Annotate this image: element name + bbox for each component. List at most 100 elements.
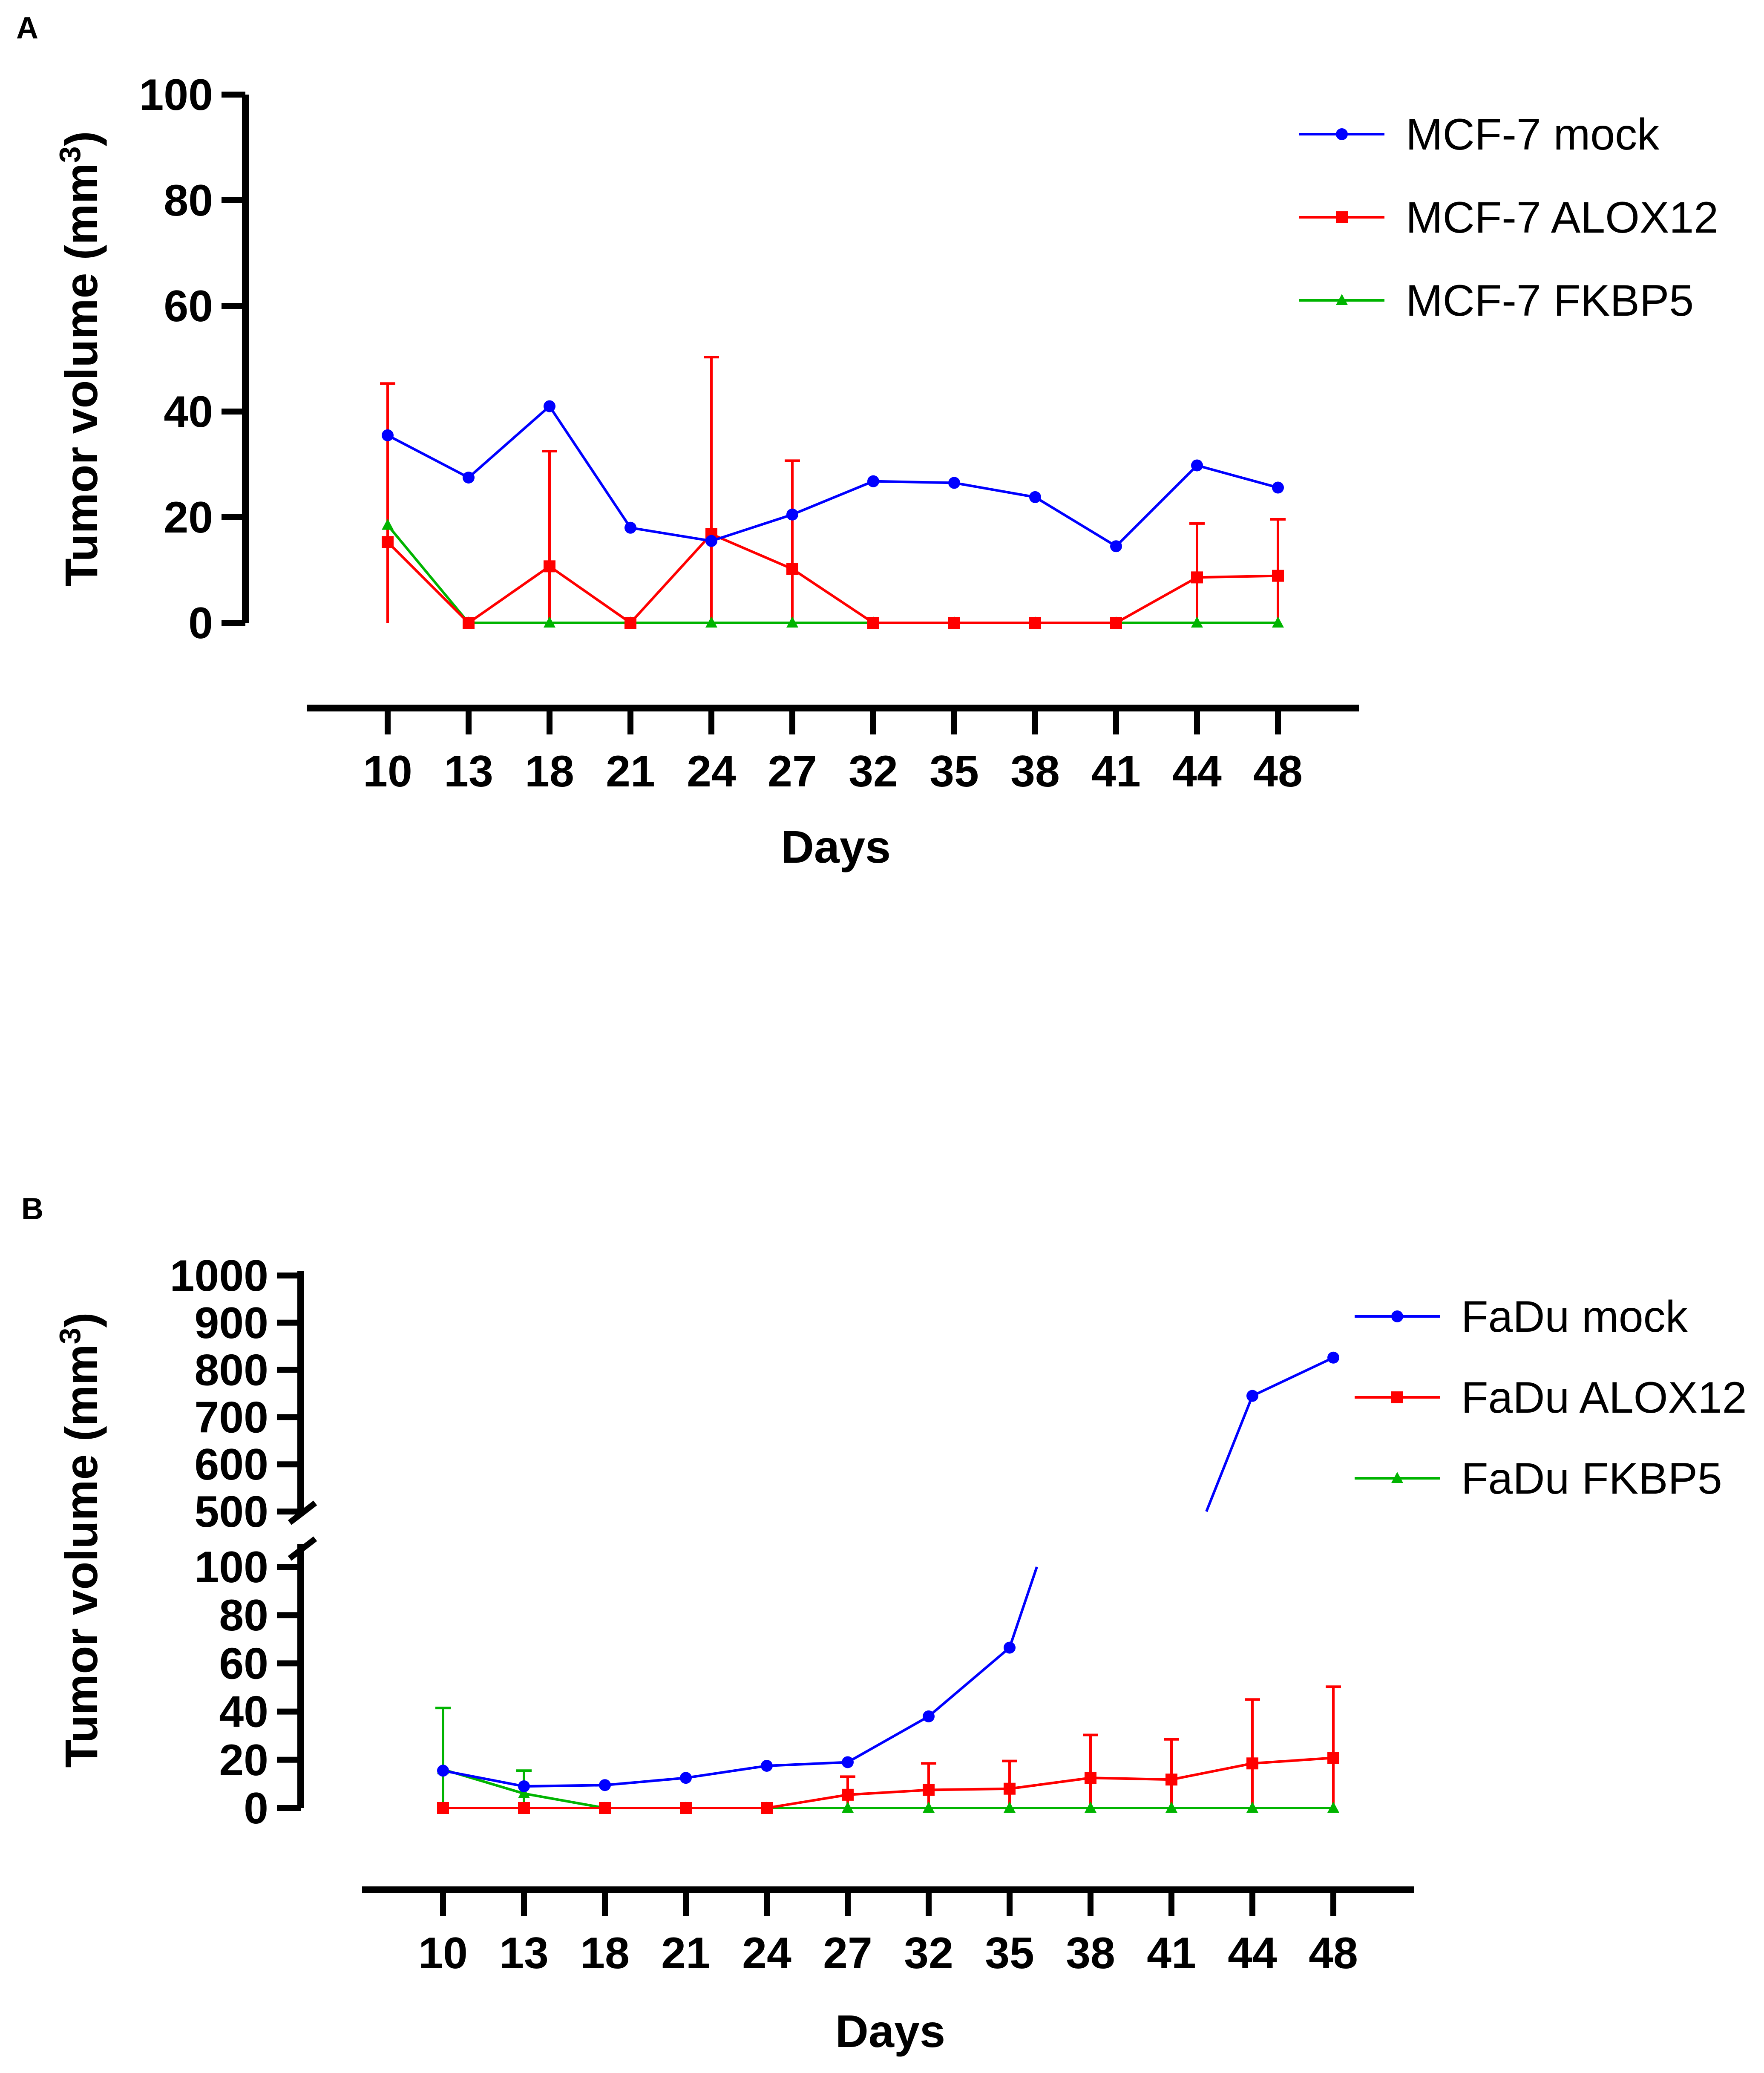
data-point — [1191, 571, 1203, 584]
axis-break-mark — [288, 1536, 317, 1561]
data-point — [786, 563, 798, 575]
data-point — [463, 617, 475, 629]
data-point — [1004, 1782, 1016, 1795]
data-point — [1165, 1802, 1177, 1813]
data-point — [518, 1787, 530, 1799]
x-tick-label: 13 — [444, 747, 493, 796]
data-point — [599, 1802, 611, 1814]
data-point — [948, 477, 960, 489]
data-point — [680, 1802, 692, 1814]
x-axis-title: Days — [835, 2005, 945, 2057]
x-tick-label: 38 — [1066, 1929, 1115, 1978]
y-tick-label: 500 — [194, 1487, 268, 1537]
data-point — [624, 521, 636, 534]
data-point — [842, 1756, 854, 1768]
legend-marker — [1336, 211, 1348, 223]
data-point — [463, 472, 475, 484]
data-point — [1272, 481, 1284, 494]
legend-label: FaDu mock — [1461, 1292, 1688, 1342]
y-tick-label: 60 — [219, 1639, 268, 1688]
legend-item-mcf-7-mock: MCF-7 mock — [1299, 110, 1660, 159]
x-tick-label: 18 — [525, 747, 574, 796]
x-tick-label: 41 — [1091, 747, 1141, 796]
data-point — [1246, 1802, 1258, 1813]
x-tick-label: 13 — [499, 1929, 549, 1978]
plot-area — [380, 356, 1286, 629]
x-tick-label: 32 — [849, 747, 898, 796]
data-point — [1004, 1641, 1016, 1654]
data-point — [842, 1788, 854, 1801]
data-point — [1272, 616, 1284, 628]
y-tick-label: 700 — [194, 1393, 268, 1442]
series-line — [386, 524, 1278, 624]
x-tick-label: 44 — [1172, 747, 1222, 796]
series-fadu-fkbp5 — [437, 1763, 1339, 1813]
data-point — [1029, 617, 1041, 629]
series-line-from-break — [1205, 1395, 1254, 1512]
data-point — [1327, 1752, 1339, 1764]
plot-area — [435, 1351, 1341, 1814]
x-axis-ticks: 10 13 18 21 24 27 32 35 38 41 44 48 — [418, 1890, 1358, 1978]
data-point — [1110, 540, 1122, 553]
y-tick-label: 100 — [194, 1543, 268, 1592]
x-tick-label: 27 — [823, 1929, 872, 1978]
data-point — [599, 1779, 611, 1791]
x-tick-label: 21 — [661, 1929, 711, 1978]
series-line — [443, 1756, 1334, 1809]
data-point — [518, 1802, 530, 1814]
x-axis-ticks: 10 13 18 21 24 27 32 35 38 41 44 48 — [363, 708, 1303, 796]
series-line — [386, 533, 1278, 625]
x-tick-label: 27 — [768, 747, 817, 796]
data-point — [1085, 1772, 1096, 1784]
data-point — [680, 1772, 692, 1784]
y-tick-label: 800 — [194, 1346, 268, 1395]
y-tick-label: 80 — [219, 1591, 268, 1640]
data-point — [1272, 570, 1284, 582]
data-point — [1191, 459, 1203, 472]
x-tick-label: 35 — [985, 1929, 1034, 1978]
x-tick-label: 10 — [418, 1929, 468, 1978]
data-point — [948, 617, 960, 629]
x-tick-label: 24 — [687, 747, 736, 796]
y-axis-title: Tumor volume (mm3) — [53, 1312, 107, 1768]
data-point — [867, 617, 879, 629]
data-point — [786, 616, 798, 628]
data-point — [786, 508, 798, 521]
y-tick-label: 100 — [139, 70, 213, 120]
legend-marker — [1391, 1310, 1403, 1322]
x-tick-label: 48 — [1253, 747, 1303, 796]
data-point — [1327, 1802, 1339, 1813]
y-tick-label: 40 — [164, 387, 213, 437]
legend-label: MCF-7 mock — [1406, 110, 1660, 159]
x-tick-label: 21 — [606, 747, 655, 796]
y-tick-label: 900 — [194, 1299, 268, 1348]
x-tick-label: 35 — [929, 747, 979, 796]
axis-break-mark — [288, 1500, 317, 1525]
data-point — [544, 616, 555, 628]
legend-marker — [1336, 128, 1348, 140]
data-point — [544, 400, 555, 412]
series-mcf-7-mock — [382, 400, 1284, 553]
legend-label: MCF-7 ALOX12 — [1406, 193, 1718, 242]
series-mcf-7-fkbp5 — [382, 518, 1284, 628]
data-point — [382, 536, 394, 548]
series-line — [443, 1768, 1333, 1809]
data-point — [437, 1765, 449, 1777]
legend-marker — [1391, 1391, 1403, 1403]
data-point — [437, 1802, 449, 1814]
data-point — [923, 1784, 935, 1796]
data-point — [761, 1759, 773, 1772]
y-axis-ticks: 0 20 40 60 80 100 — [139, 70, 245, 648]
data-point — [842, 1802, 854, 1813]
y-tick-label: 0 — [188, 599, 213, 648]
data-point — [1004, 1802, 1016, 1813]
data-point — [1029, 491, 1041, 503]
panel-label-b: B — [21, 1192, 43, 1226]
data-point — [761, 1802, 773, 1814]
y-tick-label: 600 — [194, 1440, 268, 1489]
data-point — [382, 518, 394, 530]
x-tick-label: 10 — [363, 747, 412, 796]
